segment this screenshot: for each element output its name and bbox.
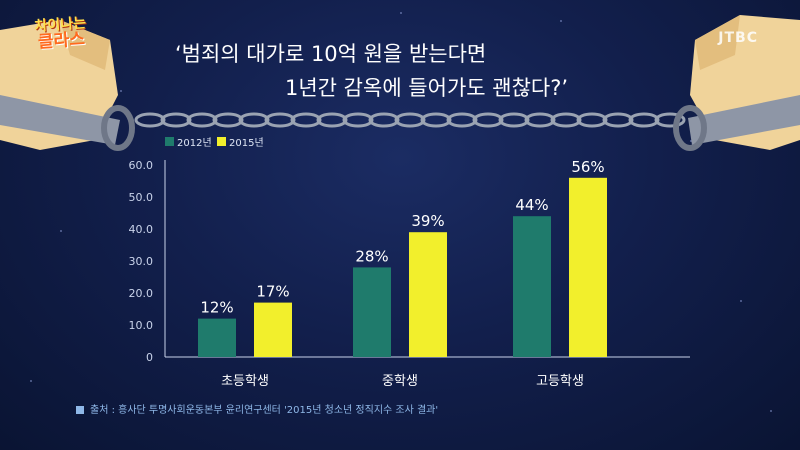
bar bbox=[198, 318, 236, 357]
bar-data-label: 17% bbox=[256, 283, 289, 301]
bar-data-label: 56% bbox=[571, 158, 604, 176]
legend-label: 2012년 bbox=[177, 137, 212, 149]
source-square-icon bbox=[76, 406, 84, 414]
y-tick-label: 10.0 bbox=[129, 319, 154, 332]
bar bbox=[569, 177, 607, 357]
bar bbox=[254, 302, 292, 357]
y-tick-label: 30.0 bbox=[129, 255, 154, 268]
headline-line2: 1년간 감옥에 들어가도 괜찮다?’ bbox=[285, 76, 569, 100]
right-fist-icon bbox=[673, 15, 800, 151]
source-text: 출처 : 흥사단 투명사회운동본부 윤리연구센터 '2015년 청소년 정직지수… bbox=[90, 405, 439, 416]
chain bbox=[134, 112, 686, 128]
legend-swatch bbox=[217, 137, 226, 146]
y-tick-label: 20.0 bbox=[129, 287, 154, 300]
y-tick-label: 60.0 bbox=[129, 159, 154, 172]
bar-data-label: 28% bbox=[355, 247, 388, 265]
headline-line1: ‘범죄의 대가로 10억 원을 받는다면 bbox=[175, 42, 487, 66]
legend-swatch bbox=[165, 137, 174, 146]
category-label: 고등학생 bbox=[536, 374, 584, 389]
legend-label: 2015년 bbox=[229, 137, 264, 149]
source-note: 출처 : 흥사단 투명사회운동본부 윤리연구센터 '2015년 청소년 정직지수… bbox=[76, 401, 438, 416]
y-tick-label: 50.0 bbox=[129, 191, 154, 204]
bar-data-label: 12% bbox=[200, 299, 233, 317]
y-tick-label: 40.0 bbox=[129, 223, 154, 236]
bar-data-label: 39% bbox=[411, 212, 444, 230]
category-label: 초등학생 bbox=[221, 374, 269, 389]
bar bbox=[513, 216, 551, 357]
left-fist-icon bbox=[0, 20, 135, 151]
y-tick-label: 0 bbox=[146, 351, 153, 364]
bar bbox=[409, 232, 447, 357]
category-label: 중학생 bbox=[382, 374, 418, 389]
channel-logo: JTBC bbox=[718, 30, 758, 46]
bar-data-label: 44% bbox=[515, 196, 548, 214]
bar bbox=[353, 267, 391, 357]
